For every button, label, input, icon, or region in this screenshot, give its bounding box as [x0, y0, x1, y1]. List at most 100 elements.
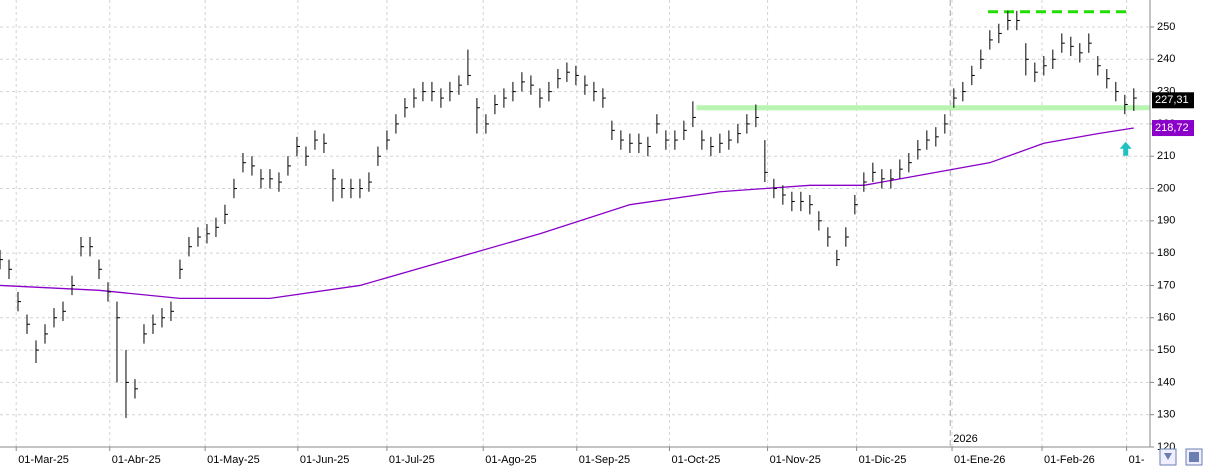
price-bar	[791, 191, 795, 212]
price-bar	[890, 169, 894, 189]
price-bar	[818, 211, 822, 231]
y-tick-label: 130	[1157, 409, 1175, 421]
price-bar	[908, 152, 912, 173]
price-bar	[422, 81, 426, 102]
price-bar	[980, 49, 984, 69]
price-bar	[494, 94, 498, 115]
price-bar	[611, 120, 615, 141]
price-bar	[116, 301, 120, 383]
price-bar	[719, 133, 723, 153]
price-bar	[773, 178, 777, 199]
price-bar	[935, 127, 939, 147]
price-bar	[233, 178, 237, 199]
price-bar	[899, 159, 903, 179]
price-bar	[143, 324, 147, 344]
price-label: 218,72	[1155, 122, 1189, 134]
y-tick-label: 190	[1157, 215, 1175, 227]
price-bar	[71, 275, 75, 296]
price-bar	[674, 130, 678, 150]
y-tick-label: 240	[1157, 53, 1175, 65]
price-bar	[107, 282, 111, 302]
price-bar	[431, 81, 435, 102]
price-bar	[683, 120, 687, 141]
price-bar	[476, 98, 480, 134]
x-tick-label: 01-Sep-25	[579, 454, 630, 466]
price-label-box	[1152, 92, 1194, 109]
price-bar	[989, 30, 993, 50]
price-bar	[917, 140, 921, 160]
price-bar	[35, 340, 39, 363]
price-bar	[1115, 81, 1119, 102]
plot-area	[0, 0, 1150, 447]
price-bar	[1061, 33, 1065, 53]
y-tick-label: 210	[1157, 150, 1175, 162]
price-bar	[323, 133, 327, 153]
price-bar	[179, 259, 183, 279]
price-bar	[449, 81, 453, 102]
price-bar	[485, 114, 489, 134]
price-bar	[530, 75, 534, 95]
price-bar	[368, 172, 372, 192]
price-bar	[341, 178, 345, 199]
price-bar	[62, 301, 66, 321]
price-bar	[0, 249, 3, 270]
price-bar	[998, 23, 1002, 44]
price-bar	[269, 169, 273, 189]
price-bar	[755, 104, 759, 128]
y-axis-panel	[1150, 0, 1208, 467]
price-bar	[503, 88, 507, 108]
zoom-icon	[1164, 453, 1172, 460]
price-bar	[152, 314, 156, 334]
price-bar	[413, 88, 417, 108]
price-bar	[296, 136, 300, 157]
price-bar	[197, 227, 201, 247]
price-bar	[98, 259, 102, 279]
price-bar	[80, 236, 84, 257]
price-bar	[962, 81, 966, 102]
price-bar	[395, 114, 399, 134]
price-bar	[1133, 88, 1137, 111]
price-bar	[287, 156, 291, 176]
price-bar	[854, 194, 858, 215]
price-bar	[629, 133, 633, 153]
price-bar	[404, 98, 408, 118]
price-bar	[872, 162, 876, 183]
price-bar	[224, 204, 228, 225]
price-bar	[620, 130, 624, 150]
signal-arrow	[1119, 141, 1132, 156]
price-bar	[1016, 10, 1020, 31]
moving-average-line	[0, 127, 1134, 300]
price-bar	[440, 88, 444, 108]
price-bar	[953, 88, 957, 108]
price-bar	[692, 101, 696, 128]
price-bar	[746, 114, 750, 134]
price-bar	[548, 81, 552, 102]
price-bar	[881, 169, 885, 189]
price-bar	[737, 123, 741, 144]
x-tick-label: 01-Feb-26	[1044, 454, 1095, 466]
price-bar	[971, 65, 975, 86]
x-tick-label: 01-Oct-25	[671, 454, 720, 466]
price-bar	[800, 191, 804, 212]
price-bar	[1124, 94, 1128, 115]
price-bar	[593, 81, 597, 102]
x-tick-label: 01-Abr-25	[112, 454, 161, 466]
price-bar	[575, 65, 579, 86]
y-tick-label: 180	[1157, 247, 1175, 259]
price-bar	[1052, 49, 1056, 69]
price-bar	[710, 136, 714, 157]
price-bar	[1070, 36, 1074, 57]
y-tick-label: 140	[1157, 376, 1175, 388]
price-bar	[584, 75, 588, 95]
price-bar	[1025, 43, 1029, 76]
price-bar	[782, 185, 786, 205]
x-tick-label: 01-May-25	[207, 454, 260, 466]
price-bar	[557, 68, 561, 89]
x-axis-panel	[0, 447, 1150, 467]
price-bar	[251, 156, 255, 176]
price-bar	[332, 169, 336, 202]
x-tick-label: 01-Mar-25	[18, 454, 69, 466]
price-bar	[44, 324, 48, 344]
price-bar	[206, 224, 210, 244]
